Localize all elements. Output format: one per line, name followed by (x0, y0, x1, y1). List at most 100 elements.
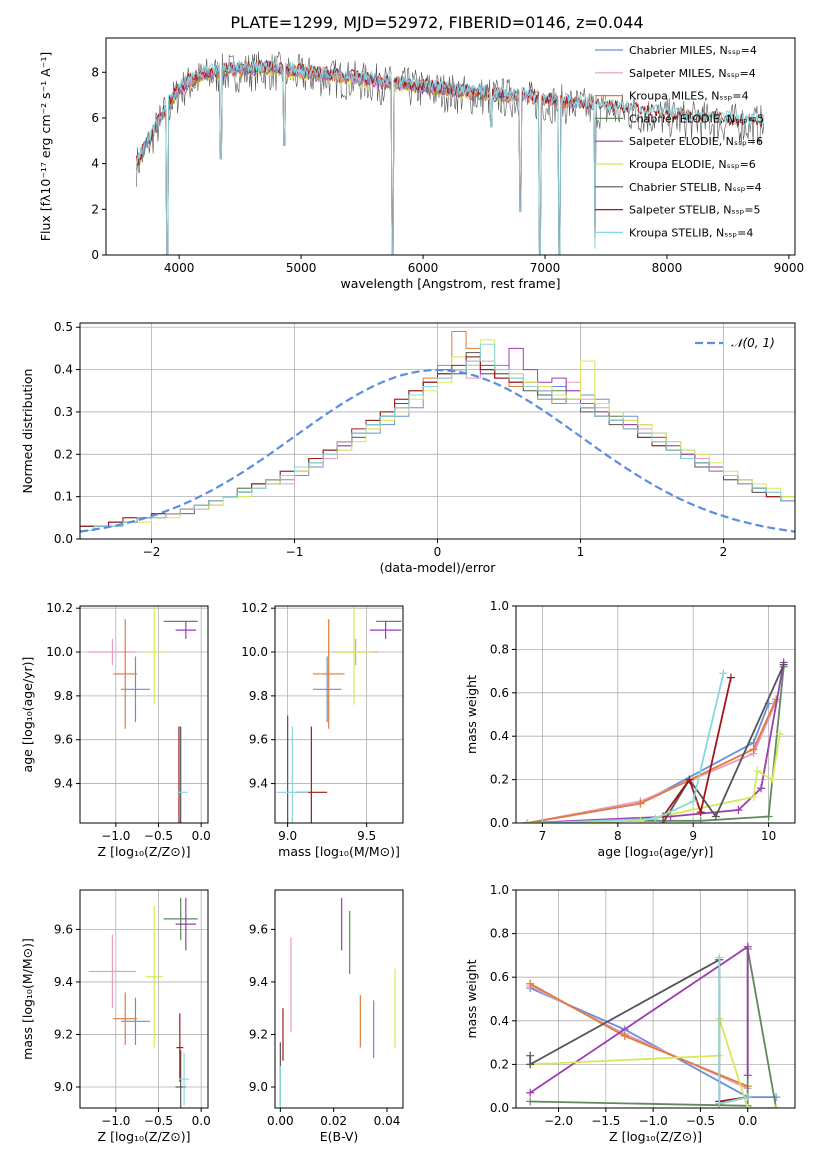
x-axis-label: E(B-V) (320, 1129, 359, 1144)
axes-frame (274, 889, 404, 1109)
y-tick-label: 10.0 (241, 645, 268, 659)
weight-line (527, 698, 777, 823)
plot-area (523, 658, 788, 823)
y-tick-label: 9.2 (54, 1027, 73, 1041)
x-axis-label: age [log₁₀(age/yr)] (598, 844, 714, 859)
weight-line (529, 987, 777, 1098)
x-tick-label: 9000 (774, 261, 805, 275)
weight-marker (526, 1051, 535, 1060)
errorbar-point (312, 656, 342, 723)
y-axis-label: Flux [fλ10⁻¹⁷ erg cm⁻² s⁻¹ A⁻¹] (38, 52, 53, 241)
legend-entry: 𝒩(0, 1) (731, 336, 775, 350)
weight-line (527, 701, 777, 823)
y-tick-label: 10.0 (46, 645, 73, 659)
weight-marker (764, 812, 773, 821)
errorbar-point (276, 726, 309, 823)
y-tick-label: 0 (91, 248, 99, 262)
y-tick-label: 9.4 (249, 777, 268, 791)
x-tick-label: 9.0 (278, 829, 297, 843)
y-tick-label: 9.8 (54, 689, 73, 703)
y-tick-label: 1.0 (490, 599, 509, 613)
plot-area (136, 51, 765, 255)
histogram-step (80, 331, 795, 527)
panel-spectrum: 4000 5000 6000 7000 8000 9000 0 2 4 6 8 wavelength … (38, 37, 805, 291)
legend-entry: Salpeter ELODIE, Nₛₛₚ=6 (629, 135, 763, 148)
y-tick-label: 9.2 (249, 1027, 268, 1041)
weight-marker (726, 673, 735, 682)
y-tick-label: 0.0 (490, 1101, 509, 1115)
errorbar-point (145, 905, 163, 1048)
x-axis-label: mass [log₁₀(M/M⊙)] (278, 844, 400, 859)
y-tick-label: 0.2 (490, 773, 509, 787)
normal-curve (80, 368, 795, 533)
weight-marker (636, 816, 645, 823)
errorbar-point (176, 1013, 184, 1082)
y-tick-label: 0.6 (490, 686, 509, 700)
weight-marker (696, 816, 705, 823)
legend-entry: Salpeter MILES, Nₛₛₚ=4 (629, 67, 756, 80)
weight-marker (651, 814, 660, 823)
x-tick-label: −0.5 (144, 829, 173, 843)
weight-marker (753, 766, 762, 775)
legend-entry: Salpeter STELIB, Nₛₛₚ=5 (629, 204, 761, 217)
errorbar-point (175, 621, 197, 639)
panel-ebv-mass: 0.00 0.02 0.04 9.0 9.2 9.4 9.6 E(B-V) (249, 889, 404, 1144)
x-tick-label: 4000 (164, 261, 195, 275)
weight-marker (743, 1104, 752, 1108)
x-tick-label: 0.0 (192, 1114, 211, 1128)
weight-marker (715, 1099, 724, 1108)
y-tick-label: 0.3 (54, 405, 73, 419)
weight-line (529, 945, 749, 1094)
axes-frame (79, 322, 796, 540)
y-tick-label: 0.4 (490, 1014, 509, 1028)
x-tick-label: 5000 (286, 261, 317, 275)
x-tick-label: 7 (539, 829, 547, 843)
x-tick-label: −1 (286, 545, 304, 559)
x-tick-label: −1.0 (101, 829, 130, 843)
x-tick-label: −1.5 (591, 1114, 620, 1128)
legend-entry: Chabrier STELIB, Nₛₛₚ=4 (629, 181, 762, 194)
y-tick-label: 9.8 (249, 689, 268, 703)
legend-entry: Kroupa STELIB, Nₛₛₚ=4 (629, 226, 753, 239)
y-tick-label: 9.4 (249, 975, 268, 989)
errorbar-point (88, 638, 137, 666)
y-tick-label: 2 (91, 202, 99, 216)
y-tick-label: 8 (91, 65, 99, 79)
weight-marker (685, 775, 694, 784)
weight-marker (743, 1093, 752, 1102)
x-axis-label: Z [log₁₀(Z/Z⊙)] (98, 844, 191, 859)
y-tick-label: 0.1 (54, 490, 73, 504)
legend-entry: Chabrier ELODIE, Nₛₛₚ=5 (629, 112, 764, 125)
weight-marker (523, 819, 532, 823)
x-tick-label: −2.0 (544, 1114, 573, 1128)
weight-marker (743, 942, 752, 951)
errorbar-point (145, 606, 163, 705)
errorbar-point (175, 897, 197, 951)
y-tick-label: 0.6 (490, 970, 509, 984)
weight-marker (526, 1088, 535, 1097)
plot-area (276, 606, 402, 823)
y-tick-label: 0.2 (54, 447, 73, 461)
panel-z-age: −1.0 −0.5 0.0 9.4 9.6 9.8 10.0 10.2 Z [log₁₀(Z/Z… (20, 601, 211, 859)
x-tick-label: −0.5 (686, 1114, 715, 1128)
x-tick-label: 6000 (408, 261, 439, 275)
x-tick-label: 0.04 (374, 1114, 401, 1128)
x-tick-label: 7000 (530, 261, 561, 275)
x-tick-label: −0.5 (144, 1114, 173, 1128)
weight-marker (775, 730, 784, 739)
x-tick-label: 0.0 (738, 1114, 757, 1128)
weight-line (662, 677, 732, 818)
x-tick-label: 9.5 (357, 829, 376, 843)
y-tick-label: 10.2 (241, 601, 268, 615)
weight-marker (768, 775, 777, 784)
weight-marker (749, 792, 758, 801)
y-axis-label: Normed distribution (20, 369, 35, 494)
x-axis-label: wavelength [Angstrom, rest frame] (340, 276, 560, 291)
weight-line (529, 958, 748, 1103)
weight-marker (715, 953, 724, 962)
axes-frame (105, 37, 796, 256)
y-tick-label: 9.0 (54, 1080, 73, 1094)
y-tick-label: 0.0 (54, 532, 73, 546)
panel-residuals: −2 −1 0 1 2 0.0 0.1 0.2 0.3 0.4 0.5 (data-model)/er… (20, 320, 796, 575)
panel-age-weight: 7 8 9 10 0.0 0.2 0.4 0.6 0.8 1.0 age [log₁₀(age/yr… (464, 599, 796, 859)
